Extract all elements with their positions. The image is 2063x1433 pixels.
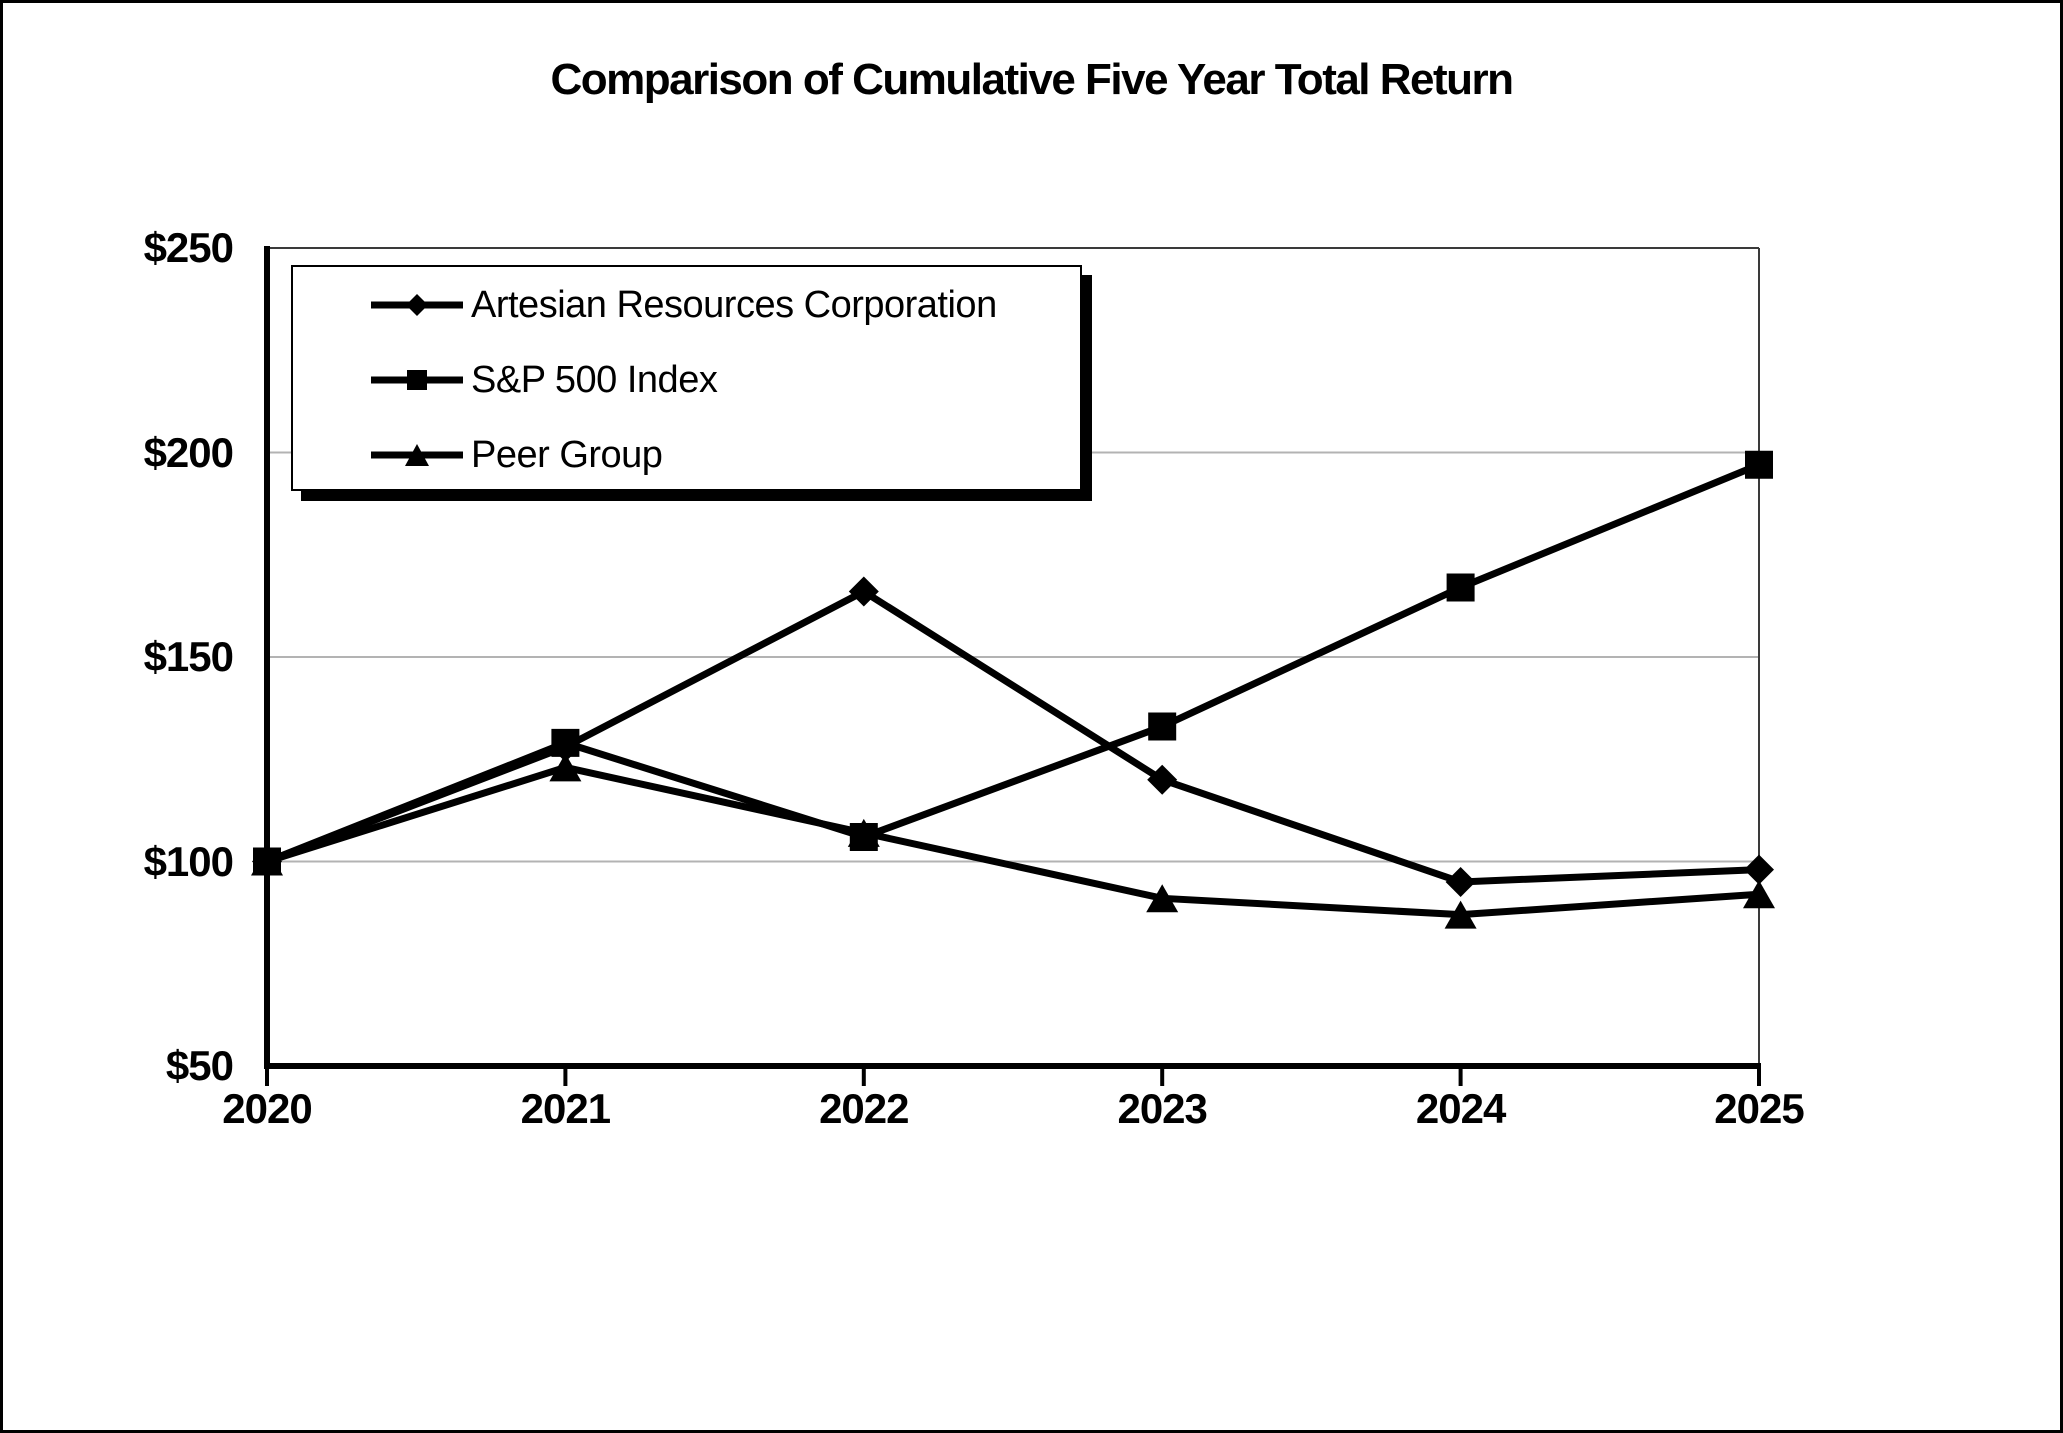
square-marker bbox=[849, 822, 878, 851]
square-marker bbox=[1446, 573, 1475, 602]
legend: Artesian Resources Corporation S&P 500 In… bbox=[291, 265, 1082, 491]
legend-label: Artesian Resources Corporation bbox=[471, 283, 997, 326]
square-legend-icon bbox=[371, 370, 463, 390]
series-line-3 bbox=[265, 763, 1760, 919]
triangle-marker bbox=[1444, 900, 1477, 929]
x-tick-label: 2023 bbox=[1117, 1085, 1207, 1132]
triangle-marker bbox=[1146, 884, 1179, 913]
plot-area bbox=[251, 246, 1775, 1086]
y-tick-label: $250 bbox=[143, 224, 234, 271]
triangle-legend-icon bbox=[371, 444, 463, 466]
diamond-marker bbox=[1744, 854, 1774, 885]
diamond-marker bbox=[1147, 764, 1178, 795]
legend-label: Peer Group bbox=[471, 433, 663, 476]
diamond-marker bbox=[1445, 866, 1476, 897]
chart-title: Comparison of Cumulative Five Year Total… bbox=[550, 55, 1514, 104]
y-tick-label: $50 bbox=[165, 1042, 234, 1089]
x-tick-label: 2024 bbox=[1415, 1085, 1506, 1132]
legend-item: S&P 500 Index bbox=[293, 350, 1080, 410]
y-tick-label: $200 bbox=[143, 428, 234, 476]
square-marker bbox=[1148, 712, 1177, 741]
square-marker bbox=[1745, 450, 1773, 479]
series-line-1 bbox=[265, 587, 1760, 886]
y-tick-label: $150 bbox=[143, 633, 234, 680]
legend-label: S&P 500 Index bbox=[471, 358, 718, 401]
y-tick-label: $100 bbox=[143, 837, 234, 885]
legend-item: Artesian Resources Corporation bbox=[293, 275, 1080, 335]
triangle-marker bbox=[1743, 880, 1775, 909]
x-tick-label: 2020 bbox=[222, 1085, 312, 1132]
square-marker bbox=[551, 728, 580, 757]
square-marker bbox=[253, 847, 281, 876]
x-tick-label: 2025 bbox=[1714, 1085, 1804, 1132]
series-line-2 bbox=[265, 461, 1761, 865]
x-tick-label: 2021 bbox=[520, 1085, 611, 1132]
triangle-marker bbox=[549, 753, 582, 782]
diamond-legend-icon bbox=[371, 294, 463, 316]
legend-item: Peer Group bbox=[293, 425, 1080, 485]
x-tick-label: 2022 bbox=[819, 1085, 909, 1132]
diamond-marker bbox=[848, 576, 879, 607]
